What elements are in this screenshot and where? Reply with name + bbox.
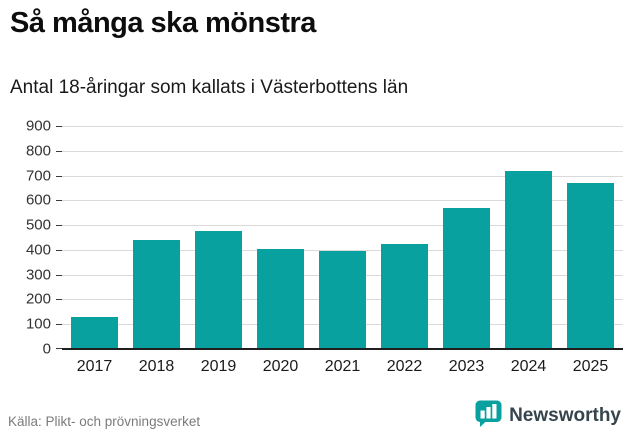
gridline [56,225,623,227]
y-tick-label: 700 [25,167,51,185]
y-tick-label: 600 [25,191,51,209]
x-tick-label: 2022 [386,358,423,375]
y-tick-label: 300 [25,266,51,284]
y-tick-label: 900 [25,117,51,135]
bar-2019 [195,231,242,349]
bar-2020 [257,248,304,349]
plot-area [56,126,623,350]
bar-2018 [133,239,180,349]
x-tick-label: 2020 [262,358,299,375]
gridline [56,175,623,177]
x-tick-label: 2023 [448,358,485,375]
gridline [56,150,623,152]
y-tick-label: 400 [25,241,51,259]
bar-chart: 0 100 200 300 400 500 600 700 800 900 2017 2018 201… [10,118,623,376]
bars [62,126,623,349]
x-tick-label: 2018 [138,358,175,375]
bar-2021 [319,251,366,349]
y-tick-label: 200 [25,290,51,308]
newsworthy-brand: Newsworthy [475,400,621,432]
chart-subtitle: Antal 18-åringar som kallats i Västerbot… [10,77,409,98]
source-note: Källa: Plikt- och prövningsverket [8,414,201,429]
gridline [56,249,623,251]
bar-2022 [381,243,428,349]
bar-2023 [443,207,490,349]
x-tick-label: 2017 [76,358,113,375]
y-tick-label: 0 [42,340,51,358]
gridline [56,126,623,127]
x-tick-label: 2019 [200,358,237,375]
x-axis-line [56,348,623,350]
x-tick-label: 2021 [324,358,361,375]
y-tick-label: 800 [25,142,51,160]
y-tick-label: 500 [25,216,51,234]
page-title: Så många ska mönstra [10,7,316,39]
x-labels: 2017 2018 2019 2020 2021 2022 2023 2024 2025 [62,358,623,376]
x-tick-label: 2024 [510,358,547,375]
bar-2025 [567,183,614,349]
gridline [56,200,623,202]
newsworthy-logo-icon [475,400,502,432]
newsworthy-brand-label: Newsworthy [509,405,621,426]
y-axis: 0 100 200 300 400 500 600 700 800 900 [10,118,62,358]
bar-2024 [505,170,552,349]
bar-2017 [71,316,118,349]
x-tick-label: 2025 [572,358,609,375]
y-tick-label: 100 [25,315,51,333]
